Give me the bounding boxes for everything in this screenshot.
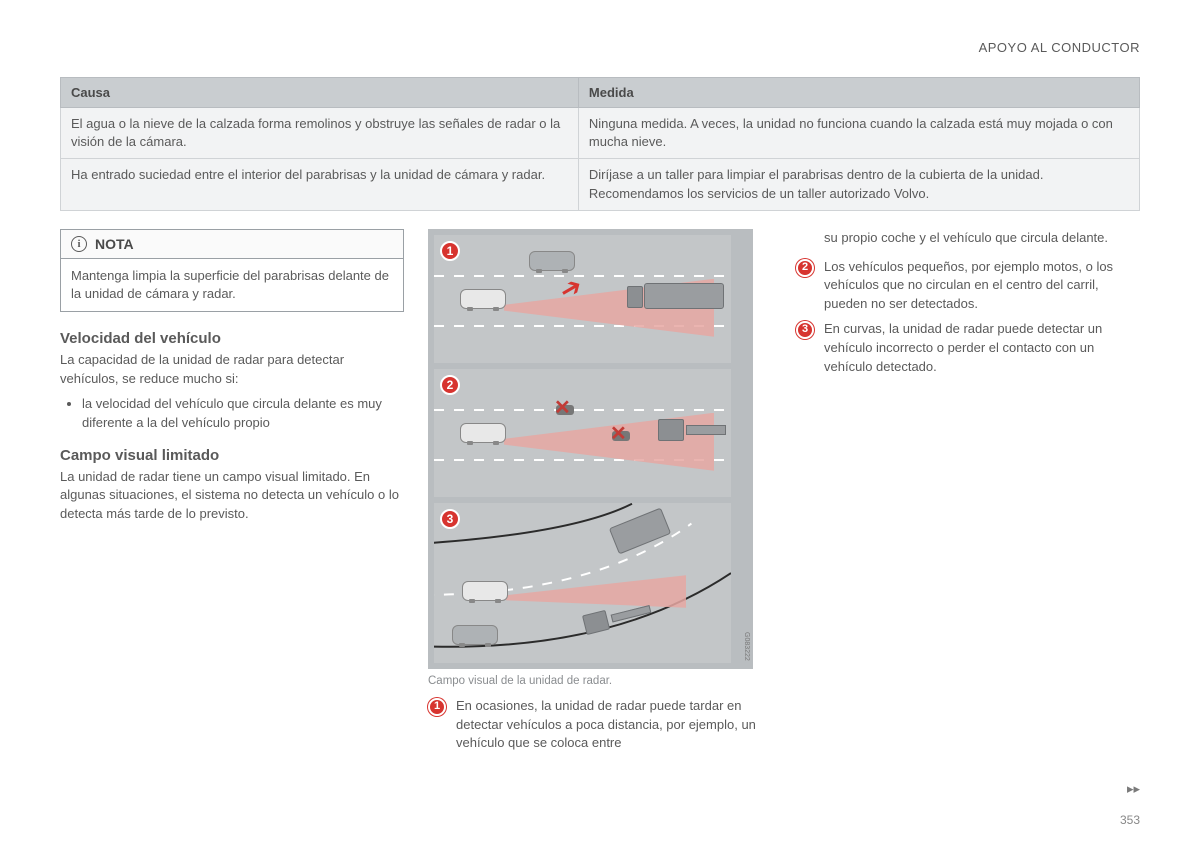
nota-header: i NOTA xyxy=(61,230,403,259)
th-medida: Medida xyxy=(578,78,1139,108)
cell-medida: Ninguna medida. A veces, la unidad no fu… xyxy=(578,108,1139,159)
para-campo: La unidad de radar tiene un campo visual… xyxy=(60,468,404,525)
list-item: 1 En ocasiones, la unidad de radar puede… xyxy=(428,697,772,754)
nota-title: NOTA xyxy=(95,236,134,252)
x-icon: ✕ xyxy=(610,421,627,446)
nota-box: i NOTA Mantenga limpia la superficie del… xyxy=(60,229,404,312)
num-badge-1: 1 xyxy=(428,698,446,716)
page-number: 353 xyxy=(1120,813,1140,827)
badge-1: 1 xyxy=(440,241,460,261)
figure-panel-2: 2 ✕ ✕ xyxy=(434,369,731,497)
info-icon: i xyxy=(71,236,87,252)
numbered-list-right: 2 Los vehículos pequeños, por ejemplo mo… xyxy=(796,258,1140,377)
figure-caption: Campo visual de la unidad de radar. xyxy=(428,675,772,687)
badge-3: 3 xyxy=(440,509,460,529)
heading-velocidad: Velocidad del vehículo xyxy=(60,330,404,347)
continue-icon: ▸▸ xyxy=(1127,781,1140,797)
bullet-item: la velocidad del vehículo que circula de… xyxy=(82,395,404,433)
numbered-list-mid: 1 En ocasiones, la unidad de radar puede… xyxy=(428,697,772,754)
figure-panel-3: 3 xyxy=(434,503,731,663)
para-velocidad: La capacidad de la unidad de radar para … xyxy=(60,351,404,389)
bullet-list: la velocidad del vehículo que circula de… xyxy=(60,395,404,433)
causa-medida-table: Causa Medida El agua o la nieve de la ca… xyxy=(60,77,1140,211)
table-row: El agua o la nieve de la calzada forma r… xyxy=(61,108,1140,159)
item-1-continuation: su propio coche y el vehículo que circul… xyxy=(796,229,1140,248)
nota-body: Mantenga limpia la superficie del parabr… xyxy=(61,259,403,311)
num-badge-3: 3 xyxy=(796,321,814,339)
table-row: Ha entrado suciedad entre el interior de… xyxy=(61,159,1140,210)
cell-causa: El agua o la nieve de la calzada forma r… xyxy=(61,108,579,159)
cell-causa: Ha entrado suciedad entre el interior de… xyxy=(61,159,579,210)
list-item: 2 Los vehículos pequeños, por ejemplo mo… xyxy=(796,258,1140,315)
th-causa: Causa xyxy=(61,78,579,108)
item-text: En ocasiones, la unidad de radar puede t… xyxy=(456,697,772,754)
item-text: Los vehículos pequeños, por ejemplo moto… xyxy=(824,258,1140,315)
num-badge-2: 2 xyxy=(796,259,814,277)
x-icon: ✕ xyxy=(554,395,571,420)
item-text: En curvas, la unidad de radar puede dete… xyxy=(824,320,1140,377)
heading-campo: Campo visual limitado xyxy=(60,447,404,464)
cell-medida: Diríjase a un taller para limpiar el par… xyxy=(578,159,1139,210)
badge-2: 2 xyxy=(440,375,460,395)
figure-panel-1: 1 ➔ xyxy=(434,235,731,363)
figure-code: G083222 xyxy=(743,632,750,661)
section-header: APOYO AL CONDUCTOR xyxy=(60,40,1140,55)
list-item: 3 En curvas, la unidad de radar puede de… xyxy=(796,320,1140,377)
radar-figure: G083222 1 ➔ 2 ✕ xyxy=(428,229,753,669)
